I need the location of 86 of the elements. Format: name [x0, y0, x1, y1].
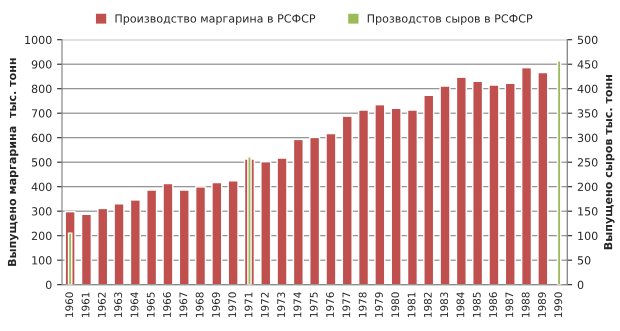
bar — [292, 138, 304, 285]
bar — [211, 182, 222, 285]
x-tick-label: 1987 — [505, 292, 514, 317]
x-tick-label: 1971 — [244, 292, 252, 317]
bar — [358, 109, 370, 285]
bar — [456, 76, 467, 285]
bar — [504, 82, 516, 285]
x-tick-label: 1986 — [489, 292, 497, 317]
x-tick-label: 1979 — [374, 292, 383, 317]
y2-tick-label: 100 — [578, 232, 598, 240]
bar — [390, 108, 402, 285]
y-tick-label: 900 — [32, 60, 52, 69]
x-tick-label: 1966 — [163, 292, 171, 317]
bar — [423, 94, 434, 285]
y-tick-label: 100 — [32, 256, 52, 265]
y-tick-label: 800 — [32, 84, 52, 94]
x-tick-label: 1970 — [228, 292, 236, 317]
y-tick-label: 0 — [46, 280, 52, 290]
bar — [146, 189, 158, 285]
x-tick-label: 1972 — [260, 292, 269, 317]
x-tick-label: 1980 — [391, 292, 400, 317]
x-tick-label: 1974 — [293, 292, 302, 317]
x-tick-label: 1975 — [310, 292, 318, 317]
bar — [309, 136, 320, 285]
y-axis-title: Выпущено маргарина тыс. тонн — [8, 58, 18, 266]
x-tick-label: 1964 — [130, 292, 138, 317]
bar — [194, 186, 206, 285]
y-tick-label: 700 — [32, 109, 52, 118]
y2-tick-label: 250 — [578, 158, 598, 167]
y2-tick-label: 500 — [578, 36, 598, 44]
bar — [556, 60, 562, 285]
legend-label: Прозводстов сыров в РСФСР — [368, 14, 532, 25]
x-tick-label: 1967 — [179, 292, 188, 317]
y-tick-label: 600 — [32, 134, 52, 142]
x-tick-label: 1968 — [196, 292, 204, 317]
y2-axis-title: Выпущено сыров тыс. тонн — [604, 75, 615, 250]
y-tick-label: 400 — [32, 182, 52, 192]
x-tick-label: 1965 — [146, 292, 155, 317]
bar — [260, 161, 272, 285]
y-tick-label: 500 — [32, 158, 52, 167]
x-tick-label: 1977 — [342, 292, 350, 317]
x-tick-label: 1983 — [440, 292, 448, 317]
y-tick-label: 1000 — [25, 36, 52, 44]
bar — [80, 214, 92, 285]
x-tick-label: 1982 — [424, 292, 432, 317]
x-tick-label: 1988 — [522, 292, 530, 317]
bar — [276, 157, 288, 285]
x-tick-label: 1960 — [65, 292, 74, 317]
y2-tick-label: 150 — [578, 207, 598, 216]
x-tick-label: 1963 — [114, 292, 122, 317]
bar — [342, 115, 353, 285]
y-tick-label: 300 — [32, 207, 52, 216]
y2-tick-label: 50 — [578, 256, 590, 265]
x-tick-label: 1969 — [212, 292, 220, 317]
x-tick-label: 1973 — [277, 292, 286, 317]
x-tick-label: 1985 — [472, 292, 481, 317]
bar — [325, 132, 337, 285]
x-tick-label: 1984 — [456, 292, 464, 317]
y2-tick-label: 200 — [578, 182, 598, 192]
bar — [488, 84, 500, 285]
bar — [374, 104, 386, 285]
legend-label: Производство маргарина в РСФСР — [116, 14, 316, 25]
y2-tick-label: 350 — [578, 109, 598, 118]
bar — [520, 66, 532, 285]
y2-tick-label: 400 — [578, 84, 598, 94]
bar — [162, 182, 174, 285]
bar — [537, 72, 548, 285]
x-tick-label: 1978 — [358, 292, 367, 317]
bar — [130, 199, 141, 285]
x-tick-label: 1961 — [82, 292, 90, 317]
bar — [113, 203, 125, 285]
x-tick-label: 1981 — [408, 292, 416, 317]
y2-tick-label: 300 — [578, 134, 598, 142]
x-tick-label: 1989 — [538, 292, 546, 317]
bar — [228, 180, 239, 285]
bar — [472, 80, 484, 285]
bar — [97, 208, 108, 285]
bar — [178, 189, 190, 285]
bar — [439, 85, 451, 285]
x-tick-label: 1990 — [554, 292, 562, 317]
bar — [406, 109, 418, 285]
y2-tick-label: 0 — [578, 280, 584, 290]
y2-tick-label: 450 — [578, 60, 598, 69]
x-tick-label: 1962 — [98, 292, 106, 317]
y-tick-label: 200 — [32, 232, 52, 240]
x-tick-label: 1976 — [326, 292, 334, 317]
